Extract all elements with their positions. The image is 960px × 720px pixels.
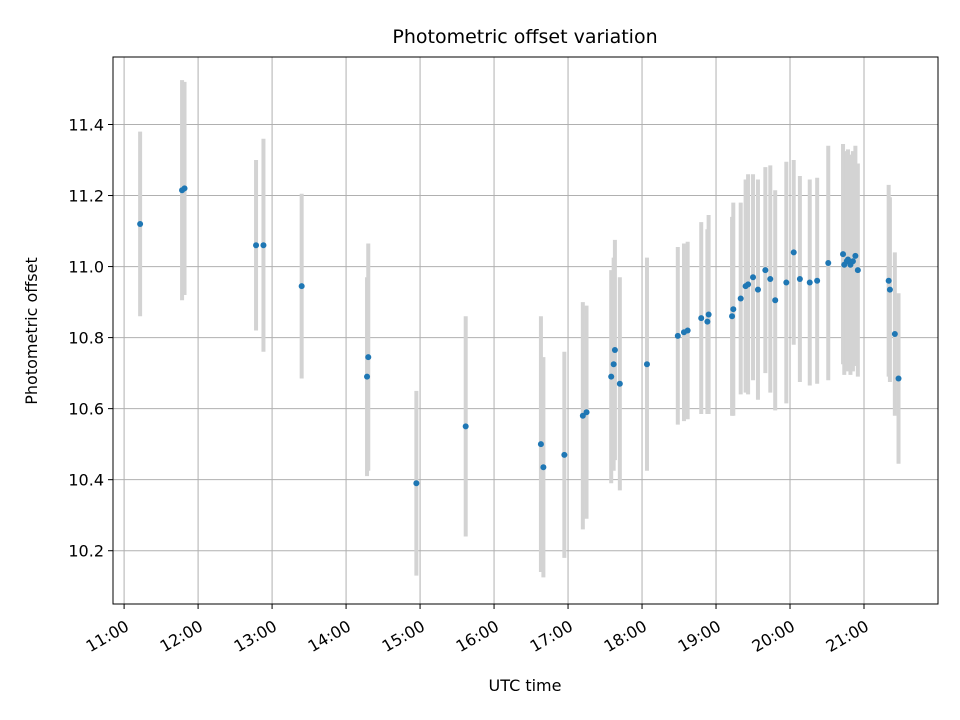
x-tick-label: 14:00 (305, 616, 354, 656)
data-point (253, 242, 260, 249)
x-tick-label: 18:00 (601, 616, 650, 656)
data-point (413, 480, 420, 487)
x-tick-label: 15:00 (379, 616, 428, 656)
y-tick-label: 10.4 (68, 471, 104, 490)
data-point (745, 281, 752, 288)
data-point (783, 279, 790, 286)
data-point (365, 354, 372, 361)
data-point (705, 311, 712, 318)
data-point (762, 267, 769, 274)
data-point (684, 327, 691, 334)
data-point (611, 347, 618, 354)
y-tick-label: 10.6 (68, 400, 104, 419)
data-point (364, 373, 371, 380)
data-point (737, 295, 744, 302)
data-point (730, 306, 737, 313)
data-point (610, 361, 617, 368)
x-tick-label: 17:00 (527, 616, 576, 656)
y-tick-label: 11.2 (68, 187, 104, 206)
data-point (181, 185, 188, 192)
x-tick-label: 19:00 (675, 616, 724, 656)
data-point (260, 242, 267, 249)
data-point (537, 441, 544, 448)
y-axis-title: Photometric offset (22, 257, 41, 405)
data-point (616, 380, 623, 387)
data-point (137, 220, 144, 227)
data-point (767, 275, 774, 282)
data-point (814, 277, 821, 284)
data-point (772, 297, 779, 304)
y-tick-label: 11.4 (68, 115, 104, 134)
data-point (844, 256, 851, 263)
chart-title: Photometric offset variation (392, 26, 657, 48)
data-point (579, 412, 586, 419)
data-point (698, 315, 705, 322)
y-tick-label: 10.8 (68, 329, 104, 348)
data-point (854, 267, 861, 274)
data-point (849, 258, 856, 265)
data-point (886, 286, 893, 293)
data-point (891, 331, 898, 338)
x-tick-label: 20:00 (749, 616, 798, 656)
data-points (137, 185, 902, 487)
data-point (852, 252, 859, 259)
data-point (674, 332, 681, 339)
y-tick-label: 10.2 (68, 542, 104, 561)
x-tick-label: 16:00 (453, 616, 502, 656)
data-point (704, 318, 711, 325)
x-tick-label: 13:00 (231, 616, 280, 656)
grid (113, 57, 938, 604)
data-point (561, 451, 568, 458)
x-tick-label: 21:00 (823, 616, 872, 656)
data-point (540, 464, 547, 471)
data-point (796, 275, 803, 282)
x-tick-label: 11:00 (83, 616, 132, 656)
x-axis-title: UTC time (489, 676, 562, 695)
data-point (750, 274, 757, 281)
data-point (729, 313, 736, 320)
data-point (298, 283, 305, 290)
error-bars (138, 80, 901, 578)
data-point (825, 260, 832, 267)
data-point (608, 373, 615, 380)
data-point (583, 409, 590, 416)
data-point (840, 251, 847, 258)
data-point (462, 423, 469, 430)
data-point (895, 375, 902, 382)
y-tick-label: 11.0 (68, 258, 104, 277)
data-point (806, 279, 813, 286)
data-point (790, 249, 797, 256)
data-point (643, 361, 650, 368)
plot-area-frame (112, 56, 939, 605)
x-tick-label: 12:00 (157, 616, 206, 656)
data-point (885, 277, 892, 284)
data-point (754, 286, 761, 293)
